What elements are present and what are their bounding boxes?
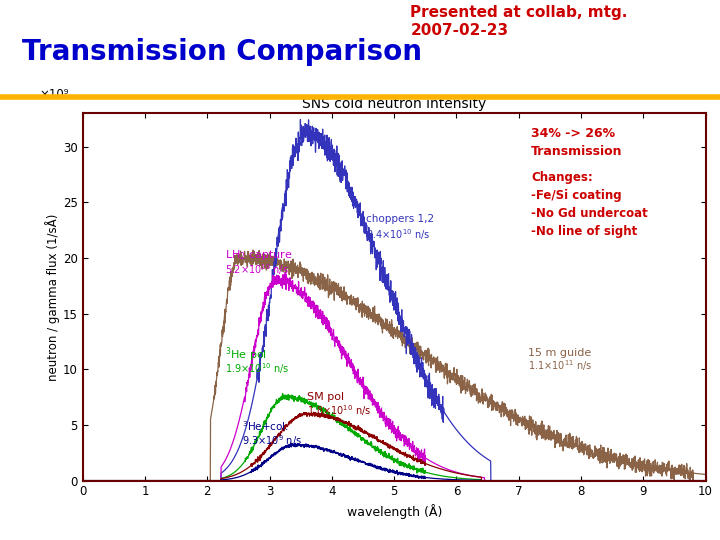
Text: 9.3×10$^9$ n/s: 9.3×10$^9$ n/s <box>242 433 302 448</box>
Text: Transmission: Transmission <box>531 145 623 158</box>
Title: SNS cold neutron intensity: SNS cold neutron intensity <box>302 97 486 111</box>
Text: ×10⁹: ×10⁹ <box>39 87 68 100</box>
Text: -Fe/Si coating: -Fe/Si coating <box>531 189 622 202</box>
Text: $^3$He pol: $^3$He pol <box>225 345 267 363</box>
X-axis label: wavelength (Å): wavelength (Å) <box>346 504 442 519</box>
Text: 8.4×10$^{10}$ n/s: 8.4×10$^{10}$ n/s <box>366 227 431 242</box>
Text: 15 m guide: 15 m guide <box>528 348 591 358</box>
Text: Presented at collab, mtg.
2007-02-23: Presented at collab, mtg. 2007-02-23 <box>410 5 628 38</box>
Text: 34% -> 26%: 34% -> 26% <box>531 127 616 140</box>
Text: 5.2×10$^{10}$ n/s: 5.2×10$^{10}$ n/s <box>225 262 289 276</box>
Text: LH$_2$ capture: LH$_2$ capture <box>225 248 292 262</box>
Text: -No line of sight: -No line of sight <box>531 225 637 238</box>
Text: 1.8×10$^{10}$ n/s: 1.8×10$^{10}$ n/s <box>307 403 372 418</box>
Text: Changes:: Changes: <box>531 171 593 184</box>
Text: 1.9×10$^{10}$ n/s: 1.9×10$^{10}$ n/s <box>225 361 289 376</box>
Text: -No Gd undercoat: -No Gd undercoat <box>531 207 648 220</box>
Text: choppers 1,2: choppers 1,2 <box>366 214 434 225</box>
Text: 1.1×10$^{11}$ n/s: 1.1×10$^{11}$ n/s <box>528 359 593 374</box>
Text: Transmission Comparison: Transmission Comparison <box>22 38 422 66</box>
Text: $^3$He+col.: $^3$He+col. <box>242 418 289 433</box>
Y-axis label: neutron / gamma flux (1/sÅ): neutron / gamma flux (1/sÅ) <box>45 213 60 381</box>
Text: SM pol: SM pol <box>307 393 344 402</box>
